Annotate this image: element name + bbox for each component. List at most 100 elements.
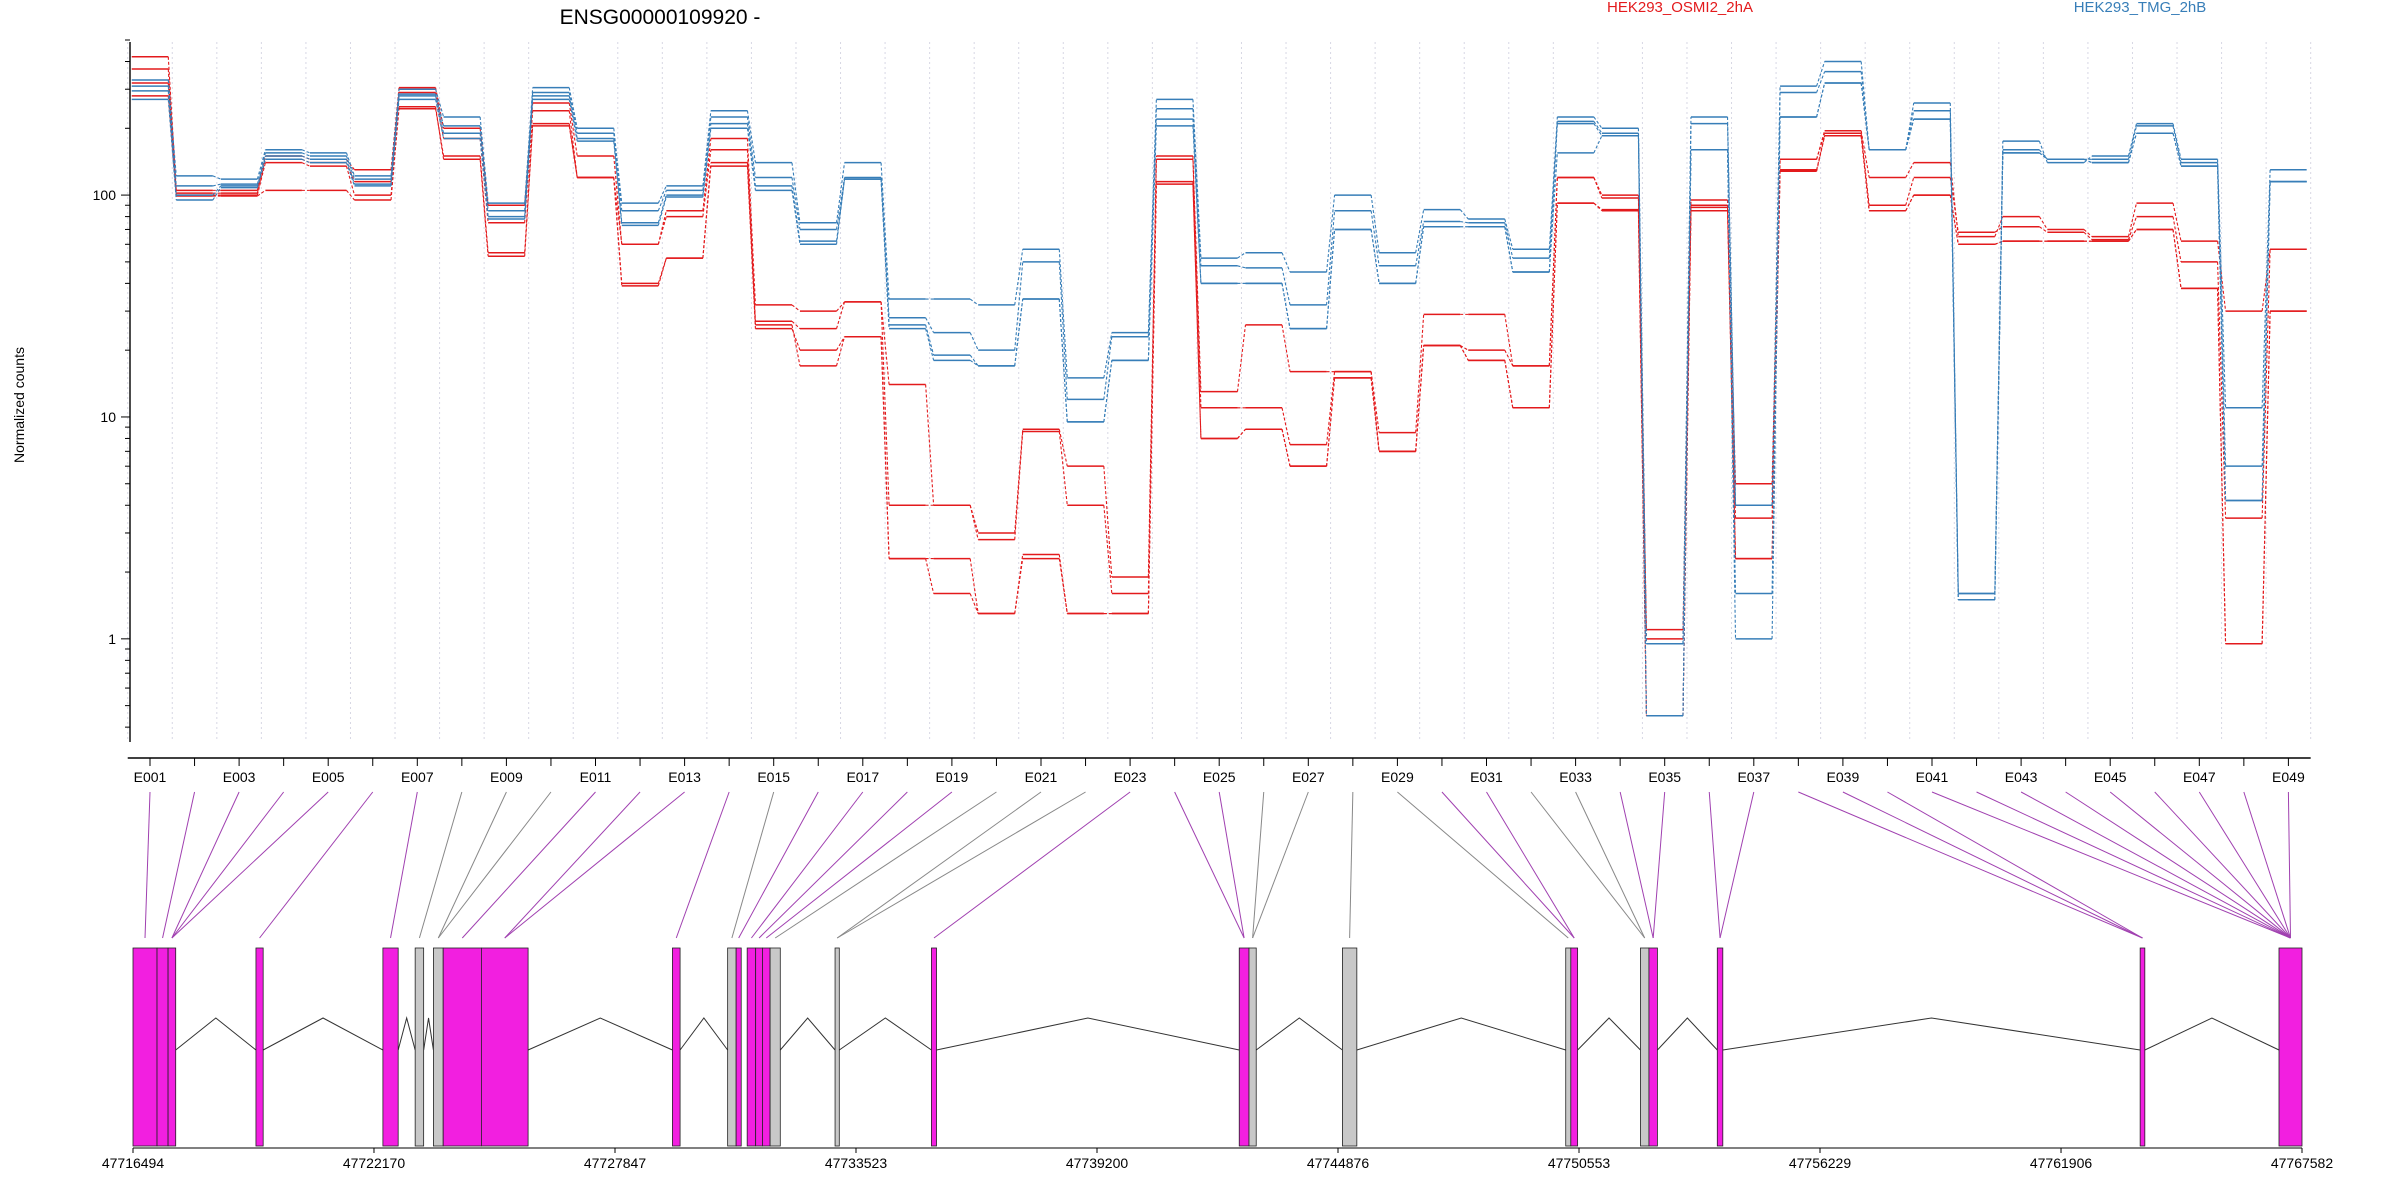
series-3-join xyxy=(1860,135,1870,211)
series-7-join xyxy=(1949,119,1959,600)
x-tick-label: E025 xyxy=(1203,769,1236,785)
series-1-join xyxy=(1994,226,2004,233)
series-5-join xyxy=(435,94,445,127)
x-tick-label: E003 xyxy=(223,769,256,785)
series-7-join xyxy=(1637,135,1647,716)
series-0-join xyxy=(925,384,935,506)
series-3-join xyxy=(1281,429,1291,467)
x-tick-label: E037 xyxy=(1737,769,1770,785)
exon-bin xyxy=(255,947,264,1147)
series-1-join xyxy=(2083,231,2093,241)
intron-line xyxy=(175,1017,257,1051)
gene-model: 47716494 47722170 47727847 47733523 47739200… xyxy=(102,947,2333,1171)
series-7-join xyxy=(2083,158,2093,164)
series-2-join xyxy=(435,108,445,157)
series-3-join xyxy=(568,125,578,178)
axes: 1 10 100 E001 E003 E005 E007 E009 E011 E013 E015 E0… xyxy=(93,39,2311,785)
series-5-join xyxy=(1682,123,1692,644)
intron-line xyxy=(2144,1017,2280,1051)
series-3-join xyxy=(2128,229,2137,242)
series-6-join xyxy=(1593,123,1603,137)
series-2-join xyxy=(657,257,667,284)
series-5-join xyxy=(1994,149,2004,594)
series-6-join xyxy=(345,159,355,185)
series-7-join xyxy=(1103,360,1113,422)
intron-line xyxy=(1657,1017,1718,1051)
exon-connector xyxy=(1218,791,1245,939)
series-7-join xyxy=(479,138,489,220)
exon-connector xyxy=(2020,791,2291,939)
exon-bin xyxy=(746,947,757,1147)
series-1-join xyxy=(1281,407,1291,445)
series-5-join xyxy=(1192,108,1202,266)
y-tick-label: 1 xyxy=(108,631,116,647)
exon-connectors xyxy=(144,791,2291,939)
series-7-join xyxy=(1860,82,1870,150)
series-7-join xyxy=(167,99,177,201)
exon-bin xyxy=(1648,947,1658,1147)
genome-tick-label: 47716494 xyxy=(102,1155,165,1171)
exon-connector xyxy=(765,791,953,939)
series-7-join xyxy=(390,99,400,186)
series-4-join xyxy=(1103,332,1113,378)
series-4-join xyxy=(2127,123,2138,157)
intron-line xyxy=(1722,1017,2141,1051)
series-0-join xyxy=(1905,162,1915,178)
series-7-join xyxy=(1682,149,1692,716)
series-6-join xyxy=(167,90,177,196)
series-4-join xyxy=(2217,159,2227,408)
x-tick-label: E005 xyxy=(312,769,345,785)
exon-bin xyxy=(727,947,737,1147)
series-7-join xyxy=(613,141,623,226)
series-5-join xyxy=(1237,265,1246,269)
series-lines xyxy=(131,56,2307,717)
exon-bin xyxy=(132,947,158,1147)
series-1-join xyxy=(1192,159,1202,408)
exon-connector xyxy=(1619,791,1654,939)
series-7-join xyxy=(2172,133,2182,167)
series-5-join xyxy=(1593,121,1603,134)
series-2-join xyxy=(791,324,801,366)
series-3-join xyxy=(702,166,712,259)
exon-connector xyxy=(437,791,507,939)
series-4-join xyxy=(835,162,846,223)
series-1-join xyxy=(1548,177,1558,366)
series-5-join xyxy=(1860,71,1870,150)
x-tick-label: E049 xyxy=(2272,769,2305,785)
series-3-join xyxy=(1593,202,1603,212)
series-1-join xyxy=(1326,371,1336,445)
exon-bin xyxy=(442,947,482,1147)
series-5-join xyxy=(791,177,801,230)
series-2-join xyxy=(925,558,935,594)
x-tick-label: E023 xyxy=(1114,769,1147,785)
series-1-join xyxy=(2217,261,2227,519)
exon-connector xyxy=(2198,791,2291,939)
x-tick-label: E013 xyxy=(668,769,701,785)
series-5-join xyxy=(1771,92,1781,506)
series-0-join xyxy=(702,138,712,211)
series-5-join xyxy=(1548,121,1558,259)
series-0-join xyxy=(2127,202,2138,237)
series-7-join xyxy=(301,158,311,164)
x-tick-label: E043 xyxy=(2005,769,2038,785)
series-3-join xyxy=(1147,184,1157,614)
series-3-join xyxy=(746,166,756,329)
series-5-join xyxy=(925,317,935,333)
series-3-join xyxy=(1548,203,1558,408)
genome-tick-label: 47739200 xyxy=(1066,1155,1129,1171)
exon-bin xyxy=(755,947,763,1147)
series-1-join xyxy=(702,149,712,217)
exon-connector xyxy=(1976,791,2291,939)
series-7-join xyxy=(1994,152,2004,600)
exon-connector xyxy=(1575,791,1646,939)
exon-connector xyxy=(1931,791,2291,939)
series-7-join xyxy=(1014,298,1024,366)
series-4-join xyxy=(568,87,578,129)
series-0-join xyxy=(1860,130,1870,178)
series-4-join xyxy=(613,128,623,204)
genome-tick-label: 47750553 xyxy=(1548,1155,1611,1171)
series-3-join xyxy=(1237,428,1246,439)
series-2-join xyxy=(301,162,311,167)
exon-connector xyxy=(461,791,596,939)
